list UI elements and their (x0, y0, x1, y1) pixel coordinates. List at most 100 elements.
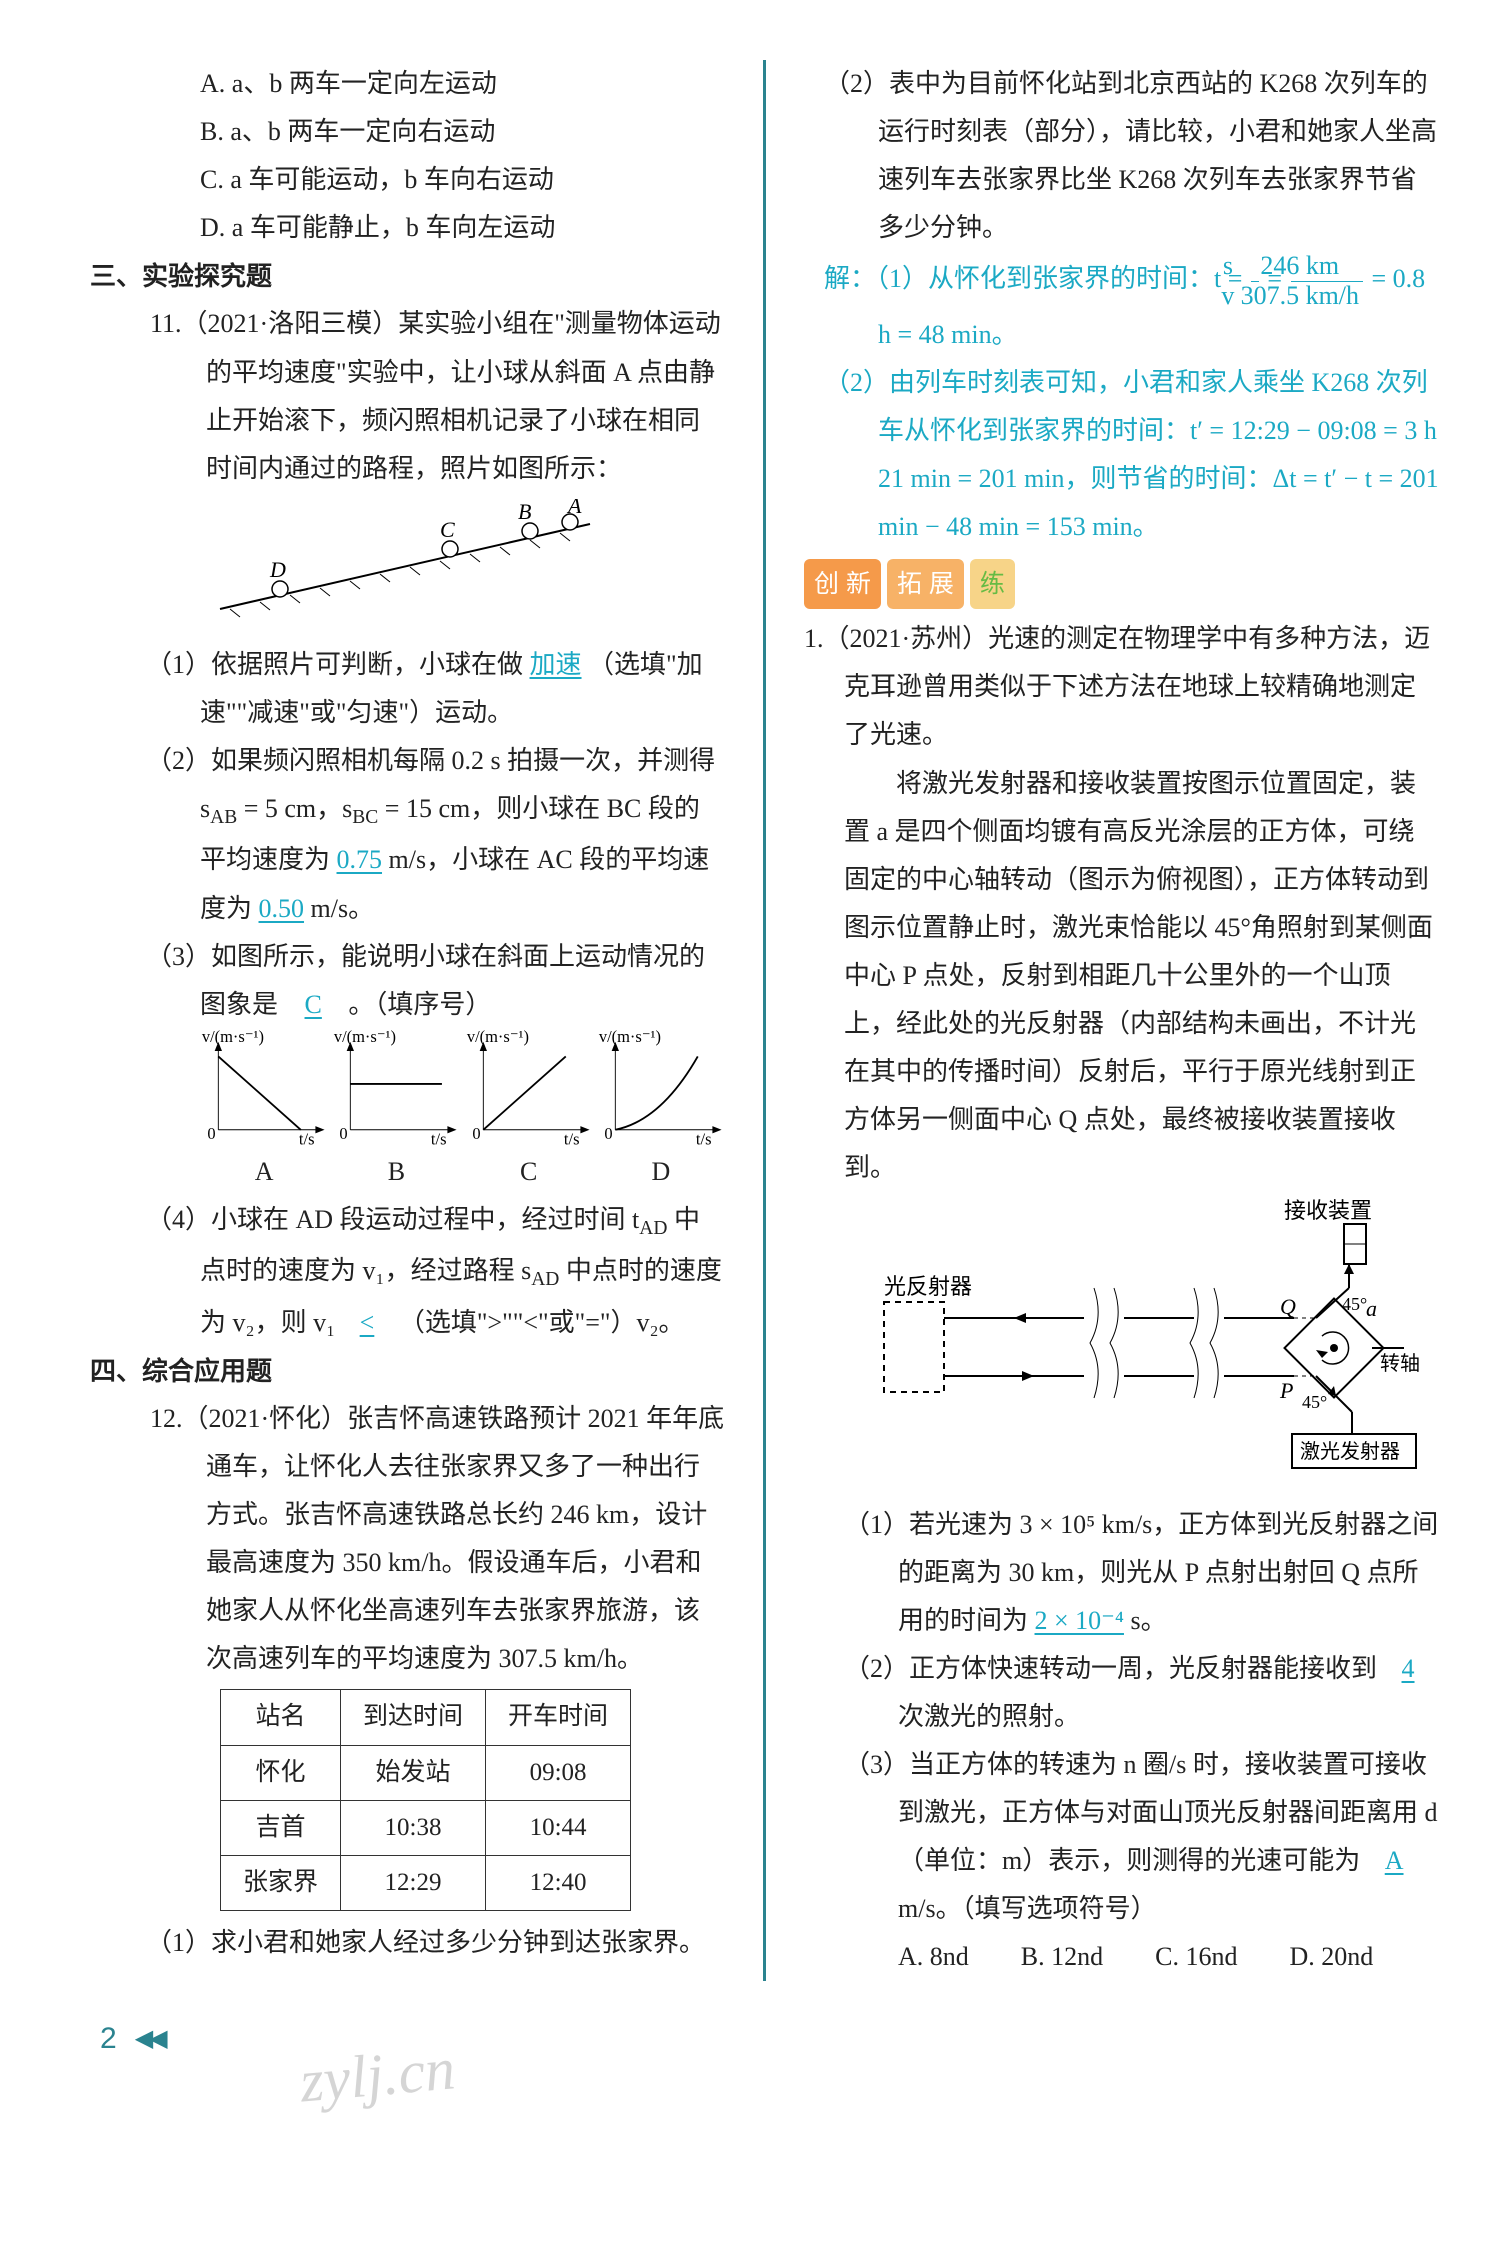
table-row: 怀化 始发站 09:08 (221, 1745, 631, 1800)
ext-q1-3-b: m/s。（填写选项符号） (898, 1894, 1157, 1923)
q11-2-answer-2: 0.50 (259, 894, 305, 923)
ext-q1-head: 1.（2021·苏州）光速的测定在物理学中有多种方法，迈克耳逊曾用类似于下述方法… (804, 615, 1439, 759)
table-cell: 10:38 (341, 1800, 486, 1855)
solution-1: 解：（1）从怀化到张家界的时间：t = s v = 246 km 307.5 k… (804, 252, 1439, 358)
section-3-heading: 三、实验探究题 (90, 252, 725, 300)
slope-figure: D C B A (210, 499, 610, 619)
q11-2-text-c: m/s。 (311, 894, 375, 923)
svg-text:转轴: 转轴 (1380, 1352, 1420, 1375)
q12-1: （1）求小君和她家人经过多少分钟到达张家界。 (90, 1919, 725, 1967)
q11-3-text-b: 。（填序号） (348, 990, 491, 1019)
vt-graphs: v/(m·s⁻¹) 0 t/s A v/(m·s⁻¹) 0 t/s (200, 1029, 725, 1196)
ext-q1-3: （3）当正方体的转速为 n 圈/s 时，接收装置可接收到激光，正方体与对面山顶光… (804, 1741, 1439, 1933)
q10-option-d: D. a 车可能静止，b 车向左运动 (90, 204, 725, 252)
svg-text:v/(m·s⁻¹): v/(m·s⁻¹) (599, 1029, 661, 1046)
q11-2-answer-1: 0.75 (337, 845, 383, 874)
frac-num: s (1251, 252, 1259, 282)
table-cell: 吉首 (221, 1800, 341, 1855)
slope-label-a: A (566, 499, 582, 518)
expansion-badges: 创 新 拓 展 练 (804, 559, 1439, 609)
ext-q1-2-b: 次激光的照射。 (898, 1702, 1080, 1731)
svg-text:v/(m·s⁻¹): v/(m·s⁻¹) (466, 1029, 528, 1046)
graph-d: v/(m·s⁻¹) 0 t/s D (597, 1029, 725, 1196)
svg-text:a: a (1366, 1296, 1377, 1321)
badge-practice: 练 (970, 559, 1015, 609)
footer-triangle-icon: ◀◀ (135, 2017, 164, 2061)
graph-c-label: C (465, 1148, 593, 1196)
frac-246: 246 km 307.5 km/h (1291, 252, 1363, 310)
optics-diagram: 接收装置 光反射器 (844, 1198, 1424, 1478)
page-footer: 2 ◀◀ (90, 2011, 1439, 2067)
ext-q1-1-answer: 2 × 10⁻⁴ (1035, 1606, 1124, 1635)
q11-2-sub2: BC (352, 807, 378, 828)
q11-4: （4）小球在 AD 段运动过程中，经过时间 tAD 中点时的速度为 v₁，经过路… (90, 1196, 725, 1347)
q11-4-sub1: AD (639, 1218, 667, 1239)
graph-b-label: B (332, 1148, 460, 1196)
svg-text:v/(m·s⁻¹): v/(m·s⁻¹) (334, 1029, 396, 1046)
table-row: 吉首 10:38 10:44 (221, 1800, 631, 1855)
table-cell: 10:44 (486, 1800, 631, 1855)
graph-b: v/(m·s⁻¹) 0 t/s B (332, 1029, 460, 1196)
svg-text:t/s: t/s (299, 1129, 315, 1148)
right-column: （2）表中为目前怀化站到北京西站的 K268 次列车的运行时刻表（部分），请比较… (804, 60, 1439, 1981)
ext-q1-2-a: （2）正方体快速转动一周，光反射器能接收到 (844, 1654, 1377, 1683)
q11-4-answer: < (342, 1308, 393, 1337)
page-number: 2 (100, 2011, 117, 2067)
q10-option-c: C. a 车可能运动，b 车向右运动 (90, 156, 725, 204)
svg-text:t/s: t/s (431, 1129, 447, 1148)
svg-text:接收装置: 接收装置 (1284, 1198, 1372, 1223)
slope-label-b: B (518, 499, 531, 524)
q11-3-answer: C (285, 990, 342, 1019)
ext-q1-1: （1）若光速为 3 × 10⁵ km/s，正方体到光反射器之间的距离为 30 k… (804, 1501, 1439, 1645)
svg-text:0: 0 (340, 1124, 348, 1143)
q11-2-mid: = 5 cm，s (237, 794, 352, 823)
q12-2: （2）表中为目前怀化站到北京西站的 K268 次列车的运行时刻表（部分），请比较… (804, 60, 1439, 252)
ext-q1-2-answer: 4 (1384, 1654, 1433, 1683)
table-cell: 12:40 (486, 1856, 631, 1911)
ext-q1-1-b: s。 (1130, 1606, 1166, 1635)
q11-4-d: （选填">""<"或"="）v₂。 (399, 1308, 685, 1337)
graph-a: v/(m·s⁻¹) 0 t/s A (200, 1029, 328, 1196)
svg-text:P: P (1279, 1378, 1293, 1403)
svg-text:激光发射器: 激光发射器 (1300, 1440, 1400, 1463)
badge-innovate: 创 新 (804, 559, 881, 609)
column-divider (763, 60, 766, 1981)
table-row: 张家界 12:29 12:40 (221, 1856, 631, 1911)
frac-num-2: 246 km (1291, 252, 1363, 282)
svg-text:光反射器: 光反射器 (884, 1274, 972, 1299)
graph-d-label: D (597, 1148, 725, 1196)
ext-q1-body: 将激光发射器和接收装置按图示位置固定，装置 a 是四个侧面均镀有高反光涂层的正方… (804, 760, 1439, 1193)
frac-den-2: 307.5 km/h (1291, 282, 1363, 311)
table-header-cell: 站名 (221, 1690, 341, 1745)
svg-text:t/s: t/s (563, 1129, 579, 1148)
graph-a-label: A (200, 1148, 328, 1196)
badge-expand: 拓 展 (887, 559, 964, 609)
svg-text:0: 0 (472, 1124, 480, 1143)
svg-text:0: 0 (207, 1124, 215, 1143)
q11-1-answer: 加速 (530, 650, 582, 679)
q11-3: （3）如图所示，能说明小球在斜面上运动情况的图象是 C 。（填序号） (90, 933, 725, 1029)
q11-4-a: （4）小球在 AD 段运动过程中，经过时间 t (146, 1205, 639, 1234)
svg-text:45°: 45° (1302, 1392, 1327, 1412)
svg-text:45°: 45° (1342, 1294, 1367, 1314)
svg-text:t/s: t/s (696, 1129, 712, 1148)
solution-2: （2）由列车时刻表可知，小君和家人乘坐 K268 次列车从怀化到张家界的时间：t… (804, 359, 1439, 551)
ext-q1-2: （2）正方体快速转动一周，光反射器能接收到 4 次激光的照射。 (804, 1645, 1439, 1741)
svg-text:0: 0 (604, 1124, 612, 1143)
q11-2: （2）如果频闪照相机每隔 0.2 s 拍摄一次，并测得 sAB = 5 cm，s… (90, 737, 725, 933)
sol1-a: 解：（1）从怀化到张家界的时间：t = (824, 264, 1249, 293)
table-header-cell: 到达时间 (341, 1690, 486, 1745)
page-columns: A. a、b 两车一定向左运动 B. a、b 两车一定向右运动 C. a 车可能… (90, 60, 1439, 1981)
svg-text:v/(m·s⁻¹): v/(m·s⁻¹) (202, 1029, 264, 1046)
slope-label-c: C (440, 517, 455, 542)
train-timetable: 站名 到达时间 开车时间 怀化 始发站 09:08 吉首 10:38 10:44… (220, 1689, 631, 1911)
svg-text:Q: Q (1280, 1294, 1296, 1319)
q11-stem: 11.（2021·洛阳三模）某实验小组在"测量物体运动的平均速度"实验中，让小球… (90, 300, 725, 492)
table-cell: 始发站 (341, 1745, 486, 1800)
ext-q1-3-a: （3）当正方体的转速为 n 圈/s 时，接收装置可接收到激光，正方体与对面山顶光… (844, 1750, 1438, 1875)
q11-2-sub1: AB (210, 807, 237, 828)
graph-c: v/(m·s⁻¹) 0 t/s C (465, 1029, 593, 1196)
table-cell: 12:29 (341, 1856, 486, 1911)
q11-1-text-a: （1）依据照片可判断，小球在做 (146, 650, 523, 679)
ext-q1-3-answer: A (1367, 1846, 1422, 1875)
